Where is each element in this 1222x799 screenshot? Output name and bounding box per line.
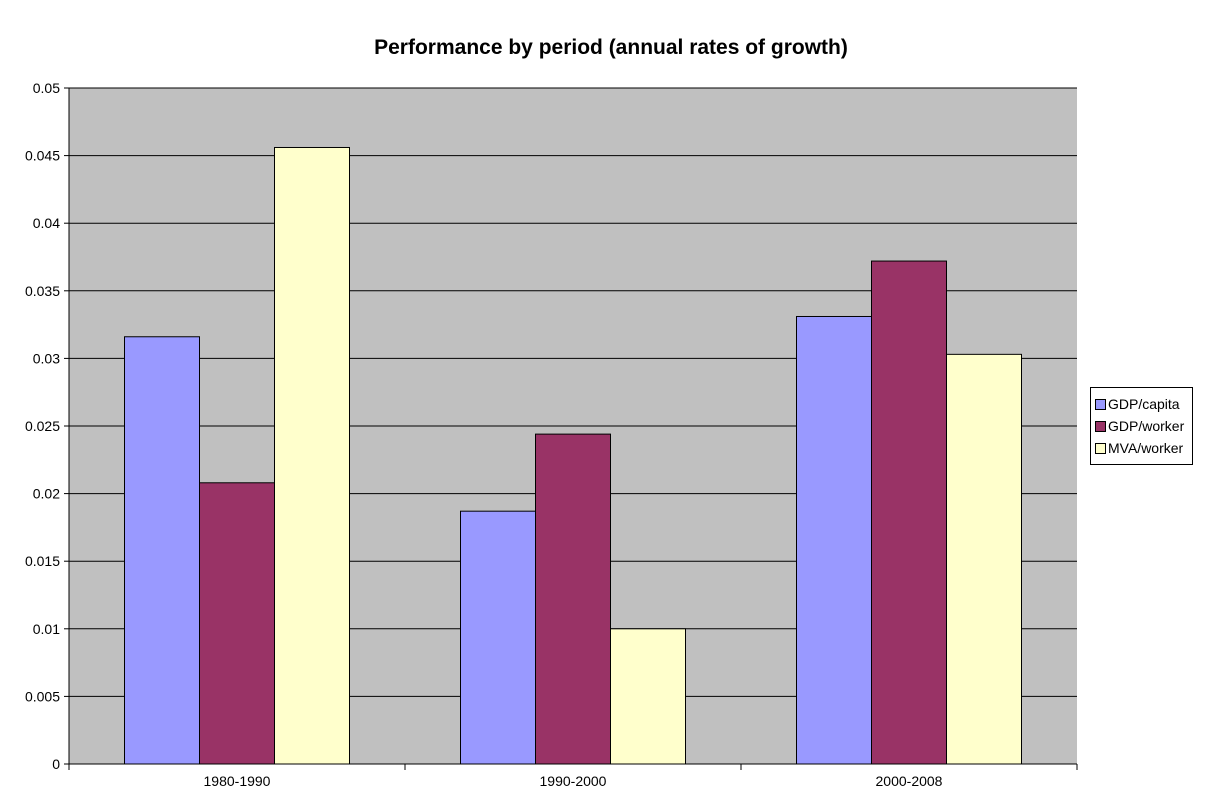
bar-mva-worker-2000-2008 (946, 353, 1022, 765)
chart-title: Performance by period (annual rates of g… (374, 36, 848, 59)
bars (124, 146, 1022, 765)
bar-gdp-capita-2000-2008 (796, 315, 872, 765)
legend-label: MVA/worker (1108, 440, 1184, 456)
bar-gdp-worker-1990-2000 (535, 433, 611, 765)
bar-mva-worker-1990-2000 (610, 628, 686, 765)
legend-swatch (1095, 398, 1106, 410)
legend-item: GDP/worker (1095, 415, 1188, 437)
y-tick-label: 0.015 (25, 553, 60, 569)
x-tick-label: 2000-2008 (876, 773, 943, 789)
x-tick-label: 1980-1990 (204, 773, 271, 789)
legend-item: MVA/worker (1095, 437, 1188, 459)
legend: GDP/capita GDP/worker MVA/worker (1090, 387, 1193, 465)
y-tick-label: 0.005 (25, 688, 60, 704)
y-tick-label: 0.035 (25, 283, 60, 299)
bar-gdp-worker-1980-1990 (199, 482, 275, 765)
y-tick-label: 0.04 (33, 215, 60, 231)
x-tick-labels: 1980-1990 1990-2000 2000-2008 (204, 773, 943, 789)
bar-gdp-capita-1980-1990 (124, 336, 200, 765)
bar-mva-worker-1980-1990 (274, 146, 350, 765)
y-tick-label: 0.01 (33, 621, 60, 637)
legend-item: GDP/capita (1095, 393, 1188, 415)
bar-gdp-worker-2000-2008 (871, 260, 947, 765)
legend-swatch (1095, 442, 1106, 454)
legend-label: GDP/worker (1108, 418, 1185, 434)
y-tick-label: 0 (52, 756, 60, 772)
legend-swatch (1095, 420, 1106, 432)
x-tick-label: 1990-2000 (540, 773, 607, 789)
y-tick-label: 0.02 (33, 486, 60, 502)
y-tick-label: 0.05 (33, 80, 60, 96)
y-tick-labels: 0 0.005 0.01 0.015 0.02 0.025 0.03 0.035 0.04 0.0… (25, 80, 60, 772)
y-tick-label: 0.03 (33, 350, 60, 366)
bar-gdp-capita-1990-2000 (460, 510, 536, 765)
y-tick-label: 0.025 (25, 418, 60, 434)
axes (64, 87, 1078, 770)
legend-label: GDP/capita (1108, 396, 1180, 412)
y-tick-label: 0.045 (25, 148, 60, 164)
